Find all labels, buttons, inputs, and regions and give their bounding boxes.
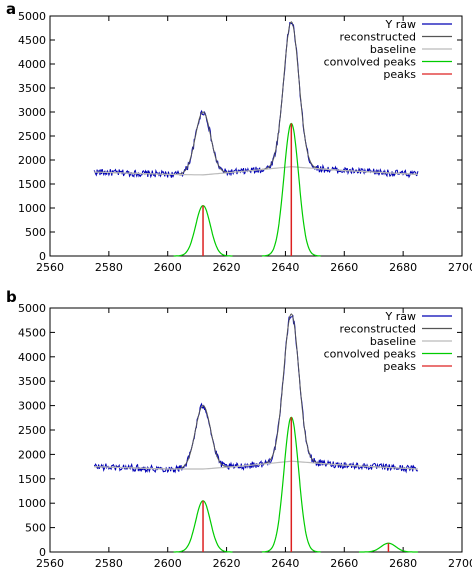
x-tick-label: 2620 xyxy=(213,557,241,569)
panel-label: b xyxy=(6,288,17,306)
y-tick-label: 1500 xyxy=(18,178,46,191)
legend-label: peaks xyxy=(383,360,416,373)
panel-label: a xyxy=(6,0,16,18)
y-tick-label: 0 xyxy=(39,546,46,559)
convolved-peak-2 xyxy=(261,416,321,553)
legend-label: reconstructed xyxy=(340,31,416,44)
legend-label: peaks xyxy=(383,68,416,81)
series-y-raw xyxy=(94,314,419,474)
y-tick-label: 5000 xyxy=(18,10,46,23)
y-tick-label: 3000 xyxy=(18,106,46,119)
convolved-peak-2 xyxy=(261,122,321,257)
x-tick-label: 2680 xyxy=(389,261,417,274)
legend-label: Y raw xyxy=(385,18,416,31)
y-tick-label: 4500 xyxy=(18,326,46,339)
series-y-raw xyxy=(93,21,419,179)
y-tick-label: 2500 xyxy=(18,424,46,437)
series-baseline xyxy=(94,460,418,470)
legend-label: baseline xyxy=(370,335,416,348)
x-tick-label: 2600 xyxy=(154,261,182,274)
y-tick-label: 3500 xyxy=(18,375,46,388)
x-tick-label: 2660 xyxy=(330,557,358,569)
x-tick-label: 2560 xyxy=(36,261,64,274)
convolved-peak-3 xyxy=(359,542,418,553)
legend-label: convolved peaks xyxy=(324,348,417,361)
y-tick-label: 500 xyxy=(25,522,46,535)
y-tick-label: 3000 xyxy=(18,400,46,413)
y-tick-label: 4000 xyxy=(18,58,46,71)
y-tick-label: 2000 xyxy=(18,448,46,461)
x-tick-label: 2640 xyxy=(271,557,299,569)
y-tick-label: 0 xyxy=(39,250,46,263)
y-tick-label: 4500 xyxy=(18,34,46,47)
x-tick-label: 2580 xyxy=(95,557,123,569)
y-tick-label: 1000 xyxy=(18,497,46,510)
y-tick-label: 500 xyxy=(25,226,46,239)
series-baseline xyxy=(94,166,418,176)
y-tick-label: 4000 xyxy=(18,351,46,364)
y-tick-label: 2000 xyxy=(18,154,46,167)
x-tick-label: 2680 xyxy=(389,557,417,569)
y-tick-label: 1000 xyxy=(18,202,46,215)
x-tick-label: 2600 xyxy=(154,557,182,569)
x-tick-label: 2620 xyxy=(213,261,241,274)
legend-label: Y raw xyxy=(385,310,416,323)
x-tick-label: 2640 xyxy=(271,261,299,274)
x-tick-label: 2660 xyxy=(330,261,358,274)
x-tick-label: 2560 xyxy=(36,557,64,569)
y-tick-label: 5000 xyxy=(18,302,46,315)
x-tick-label: 2580 xyxy=(95,261,123,274)
legend-label: reconstructed xyxy=(340,323,416,336)
legend-label: baseline xyxy=(370,43,416,56)
legend-label: convolved peaks xyxy=(324,56,417,69)
y-tick-label: 3500 xyxy=(18,82,46,95)
y-tick-label: 1500 xyxy=(18,473,46,486)
y-tick-label: 2500 xyxy=(18,130,46,143)
